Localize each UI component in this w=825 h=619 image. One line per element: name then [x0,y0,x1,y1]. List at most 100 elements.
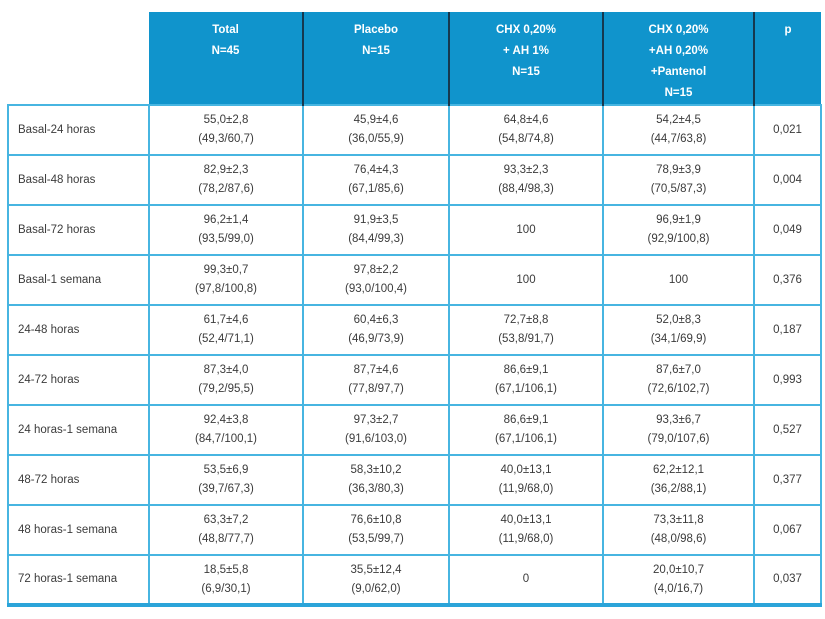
cell-confidence-interval: (84,7/100,1) [194,433,257,445]
cell-confidence-interval: (54,8/74,8) [498,133,554,145]
header-cell-chx-ah02-pantenol: CHX 0,20% +AH 0,20% +Pantenol N=15 [602,12,754,105]
table-row: 24-72 horas 87,3±4,0 (79,2/95,5) 87,7±4,6 (7… [7,354,822,406]
header-row: Total N=45 Placebo N=15 CHX 0,20% + AH 1% N=15… [8,12,821,105]
cell-mean-value: 0 [522,573,530,585]
header-line: + AH 1% [503,45,549,57]
cell-mean-value: 55,0±2,8 [203,114,249,126]
p-value-cell: 0,067 [753,504,822,556]
value-cell: 53,5±6,9 (39,7/67,3) [148,454,304,506]
header-cell-total: Total N=45 [149,12,303,105]
cell-confidence-interval: (67,1/106,1) [494,383,557,395]
cell-mean-value: 93,3±2,3 [503,164,549,176]
table-row: 48 horas-1 semana 63,3±7,2 (48,8/77,7) 76,6… [7,504,822,556]
header-line: Placebo [353,24,399,36]
value-cell: 61,7±4,6 (52,4/71,1) [148,304,304,356]
value-cell: 82,9±2,3 (78,2/87,6) [148,154,304,206]
cell-mean-value: 72,7±8,8 [503,314,549,326]
p-value-cell: 0,993 [753,354,822,406]
cell-confidence-interval: (52,4/71,1) [198,333,254,345]
cell-mean-value: 58,3±10,2 [350,464,402,476]
row-label-cell: Basal-24 horas [7,104,150,156]
cell-confidence-interval: (78,2/87,6) [198,183,254,195]
value-cell: 54,2±4,5 (44,7/63,8) [602,104,755,156]
value-cell: 58,3±10,2 (36,3/80,3) [302,454,450,506]
table-row: 24-48 horas 61,7±4,6 (52,4/71,1) 60,4±6,3 (4… [7,304,822,356]
value-cell: 93,3±6,7 (79,0/107,6) [602,404,755,456]
value-cell: 96,2±1,4 (93,5/99,0) [148,204,304,256]
value-cell: 100 [602,254,755,306]
cell-mean-value: 82,9±2,3 [203,164,249,176]
value-cell: 73,3±11,8 (48,0/98,6) [602,504,755,556]
cell-confidence-interval: (92,9/100,8) [647,233,710,245]
cell-mean-value: 96,2±1,4 [203,214,249,226]
cell-confidence-interval: (77,8/97,7) [348,383,404,395]
table-row: Basal-1 semana 99,3±0,7 (97,8/100,8) 97,8±2… [7,254,822,306]
p-value-cell: 0,037 [753,554,822,607]
cell-confidence-interval: (93,0/100,4) [344,283,407,295]
cell-mean-value: 76,4±4,3 [353,164,399,176]
cell-mean-value: 87,3±4,0 [203,364,249,376]
cell-mean-value: 18,5±5,8 [203,563,249,576]
value-cell: 76,6±10,8 (53,5/99,7) [302,504,450,556]
header-line: CHX 0,20% [495,24,557,36]
results-table-container: Total N=45 Placebo N=15 CHX 0,20% + AH 1% N=15… [7,12,822,607]
cell-confidence-interval: (4,0/16,7) [653,582,704,595]
cell-mean-value: 54,2±4,5 [656,114,701,126]
cell-confidence-interval: (36,3/80,3) [348,483,404,495]
cell-confidence-interval: (36,2/88,1) [650,483,707,495]
cell-mean-value: 60,4±6,3 [353,314,399,326]
row-label-cell: 48-72 horas [7,454,150,506]
cell-mean-value: 97,8±2,2 [353,264,399,276]
value-cell: 62,2±12,1 (36,2/88,1) [602,454,755,506]
table-row: 24 horas-1 semana 92,4±3,8 (84,7/100,1) 97,… [7,404,822,456]
cell-mean-value: 20,0±10,7 [652,563,705,576]
cell-confidence-interval: (6,9/30,1) [201,582,251,595]
row-label-cell: 24 horas-1 semana [7,404,150,456]
cell-mean-value: 73,3±11,8 [653,514,704,526]
cell-mean-value: 87,6±7,0 [656,364,701,376]
cell-confidence-interval: (93,5/99,0) [198,233,254,245]
header-line: N=15 [362,45,390,57]
value-cell: 97,8±2,2 (93,0/100,4) [302,254,450,306]
value-cell: 87,6±7,0 (72,6/102,7) [602,354,755,406]
cell-confidence-interval: (48,0/98,6) [650,533,707,545]
table-row: Basal-72 horas 96,2±1,4 (93,5/99,0) 91,9±3,… [7,204,822,256]
value-cell: 93,3±2,3 (88,4/98,3) [448,154,604,206]
cell-confidence-interval: (46,9/73,9) [348,333,404,345]
value-cell: 18,5±5,8 (6,9/30,1) [148,554,304,607]
value-cell: 100 [448,204,604,256]
value-cell: 78,9±3,9 (70,5/87,3) [602,154,755,206]
p-value-cell: 0,527 [753,404,822,456]
p-value-cell: 0,376 [753,254,822,306]
cell-confidence-interval: (70,5/87,3) [650,183,707,195]
value-cell: 60,4±6,3 (46,9/73,9) [302,304,450,356]
header-line: CHX 0,20% [648,24,709,36]
cell-confidence-interval: (36,0/55,9) [348,133,404,145]
cell-mean-value: 45,9±4,6 [353,114,399,126]
header-line: N=15 [664,87,693,99]
cell-mean-value: 100 [668,273,689,286]
header-line: p [784,24,792,36]
cell-mean-value: 96,9±1,9 [656,214,701,226]
value-cell: 99,3±0,7 (97,8/100,8) [148,254,304,306]
p-value-cell: 0,377 [753,454,822,506]
cell-mean-value: 100 [516,223,536,236]
cell-mean-value: 100 [516,273,536,286]
value-cell: 52,0±8,3 (34,1/69,9) [602,304,755,356]
cell-mean-value: 40,0±13,1 [500,464,552,476]
value-cell: 72,7±8,8 (53,8/91,7) [448,304,604,356]
cell-mean-value: 61,7±4,6 [203,314,249,326]
cell-mean-value: 53,5±6,9 [203,464,249,476]
row-label-cell: 24-72 horas [7,354,150,406]
table-row: Basal-48 horas 82,9±2,3 (78,2/87,6) 76,4±4,… [7,154,822,206]
cell-confidence-interval: (48,8/77,7) [198,533,254,545]
cell-confidence-interval: (91,6/103,0) [344,433,407,445]
value-cell: 35,5±12,4 (9,0/62,0) [302,554,450,607]
header-line: N=15 [512,66,540,78]
value-cell: 64,8±4,6 (54,8/74,8) [448,104,604,156]
cell-confidence-interval: (67,1/106,1) [494,433,557,445]
cell-mean-value: 62,2±12,1 [652,464,705,476]
p-value-cell: 0,187 [753,304,822,356]
cell-confidence-interval: (72,6/102,7) [647,383,710,395]
